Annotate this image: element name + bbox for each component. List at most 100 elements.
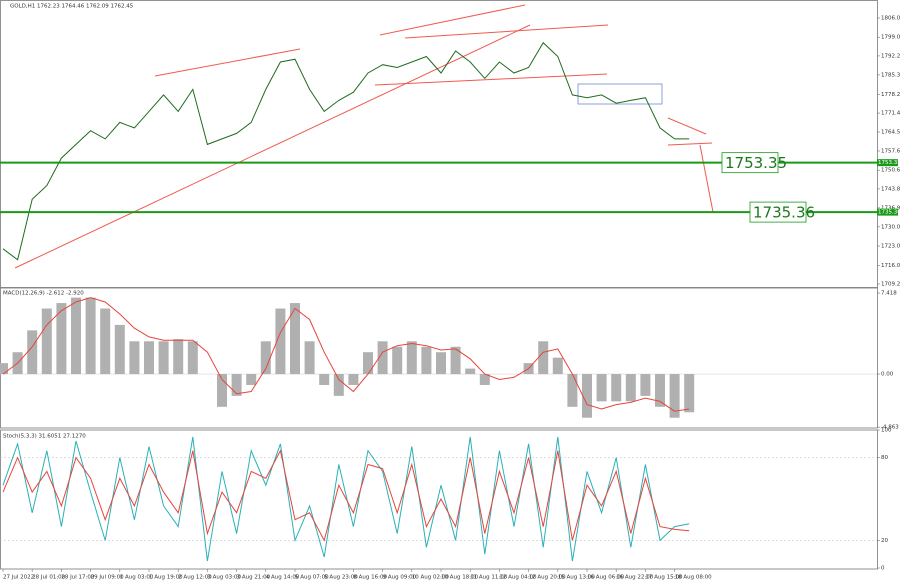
histogram-bar — [640, 374, 651, 396]
trend-line — [667, 142, 713, 146]
y-tick-label: 1778.20 — [881, 92, 900, 98]
histogram-bar — [625, 374, 636, 402]
frames — [0, 0, 878, 570]
series-line — [2, 297, 690, 412]
price-panel — [0, 0, 878, 288]
range-box — [577, 83, 663, 105]
histogram-bar — [290, 303, 300, 375]
x-tick-label: 16 Aug 22:00 — [616, 575, 654, 581]
histogram-bar — [275, 308, 286, 375]
x-tick-label: 3 Aug 21:00 — [237, 575, 271, 581]
histogram-bar — [319, 374, 330, 385]
x-tick-label: 18 Aug 08:00 — [675, 575, 713, 581]
histogram-bar — [41, 308, 52, 375]
y-tick-label: 1750.60 — [881, 168, 900, 174]
y-tick-label: 1785.30 — [881, 72, 900, 78]
trend-line — [667, 117, 707, 135]
trend-line — [404, 24, 609, 39]
x-tick-label: 12 Aug 20:00 — [529, 575, 567, 581]
series-line — [2, 41, 690, 261]
x-tick-label: 1 Aug 19:00 — [149, 575, 183, 581]
y-tick-label: 1799.00 — [881, 35, 900, 41]
histogram-bar — [611, 374, 622, 402]
histogram-bar — [421, 346, 432, 375]
x-tick-label: 12 Aug 04:00 — [499, 575, 537, 581]
level-label-box — [721, 152, 779, 174]
y-tick-label: 1709.20 — [881, 281, 900, 287]
series-line — [2, 449, 690, 542]
histogram-bar — [436, 352, 446, 375]
trend-line — [154, 48, 301, 77]
x-tick-label: 28 Jul 17:00 — [61, 575, 94, 581]
histogram-bar — [596, 374, 607, 402]
y-tick-label: 1764.50 — [881, 130, 900, 136]
y-tick-label: 1757.60 — [881, 148, 900, 154]
y-tick-label: 80 — [881, 455, 888, 461]
y-tick-label: 20 — [881, 538, 888, 544]
projection-line — [699, 144, 714, 213]
histogram-bar — [406, 341, 417, 375]
level-label-box — [749, 201, 807, 223]
y-tick-label: 1723.00 — [881, 244, 900, 250]
histogram-bar — [100, 308, 111, 375]
histogram-bar — [348, 374, 359, 385]
y-tick-label: 1743.80 — [881, 186, 900, 192]
histogram-bar — [71, 297, 81, 375]
x-tick-label: 10 Aug 02:00 — [412, 575, 450, 581]
histogram-bar — [144, 341, 154, 375]
x-tick-label: 3 Aug 03:00 — [207, 575, 241, 581]
series-line — [2, 436, 690, 562]
x-tick-label: 11 Aug 11:00 — [470, 575, 508, 581]
trend-line — [14, 24, 531, 269]
histogram-bar — [552, 357, 563, 375]
x-tick-label: 28 Jul 01:00 — [32, 575, 65, 581]
histogram-bar — [260, 341, 271, 375]
x-tick-label: 4 Aug 14:00 — [266, 575, 300, 581]
histogram-bar — [231, 374, 242, 396]
x-tick-label: 5 Aug 07:00 — [295, 575, 329, 581]
macd-panel — [0, 287, 878, 429]
y-tick-label: 0.00 — [881, 372, 894, 378]
histogram-bar — [450, 346, 461, 375]
histogram-bar — [363, 352, 373, 375]
histogram-bar — [114, 324, 125, 375]
x-tick-label: 2 Aug 12:00 — [178, 575, 212, 581]
y-tick-label: 1730.00 — [881, 224, 900, 230]
histogram-bar — [158, 341, 169, 375]
histogram-bar — [377, 341, 388, 375]
trend-line — [379, 4, 526, 36]
histogram-bar — [479, 374, 490, 385]
axis-tag — [877, 208, 898, 216]
histogram-bar — [655, 374, 665, 407]
trend-line — [374, 73, 608, 86]
x-tick-label: 17 Aug 15:00 — [645, 575, 683, 581]
histogram-bar — [392, 346, 403, 375]
y-tick-label: -4.863 — [881, 425, 899, 431]
y-tick-label: 0 — [881, 566, 885, 572]
axis-tag — [877, 159, 898, 167]
trend-lines — [14, 4, 714, 269]
x-tick-label: 9 Aug 09:00 — [383, 575, 417, 581]
histogram-bar — [56, 303, 67, 375]
x-tick-label: 5 Aug 23:00 — [324, 575, 358, 581]
x-tick-label: 15 Aug 13:00 — [558, 575, 596, 581]
stoch-title: Stoch(5,3,3) 31.6051 27.1270 — [3, 434, 86, 440]
histogram-bar — [538, 341, 549, 375]
x-tick-label: 8 Aug 16:00 — [353, 575, 387, 581]
histogram-bar — [129, 341, 140, 375]
x-tick-label: 27 Jul 2022 — [3, 575, 34, 581]
stoch-panel — [0, 429, 878, 570]
y-tick-label: 100 — [881, 428, 892, 434]
level-label: 1753.35 — [725, 154, 787, 172]
x-tick-label: 29 Jul 09:00 — [91, 575, 124, 581]
histogram-bar — [0, 363, 8, 375]
histogram-bar — [684, 374, 695, 413]
axis-tag-label: 1735.36 — [878, 210, 900, 216]
histogram-bar — [187, 341, 198, 375]
histogram-bar — [85, 297, 96, 375]
histogram-bar — [304, 341, 315, 375]
histogram-bar — [669, 374, 680, 418]
histogram-bar — [333, 374, 344, 396]
histogram-bar — [27, 330, 38, 375]
